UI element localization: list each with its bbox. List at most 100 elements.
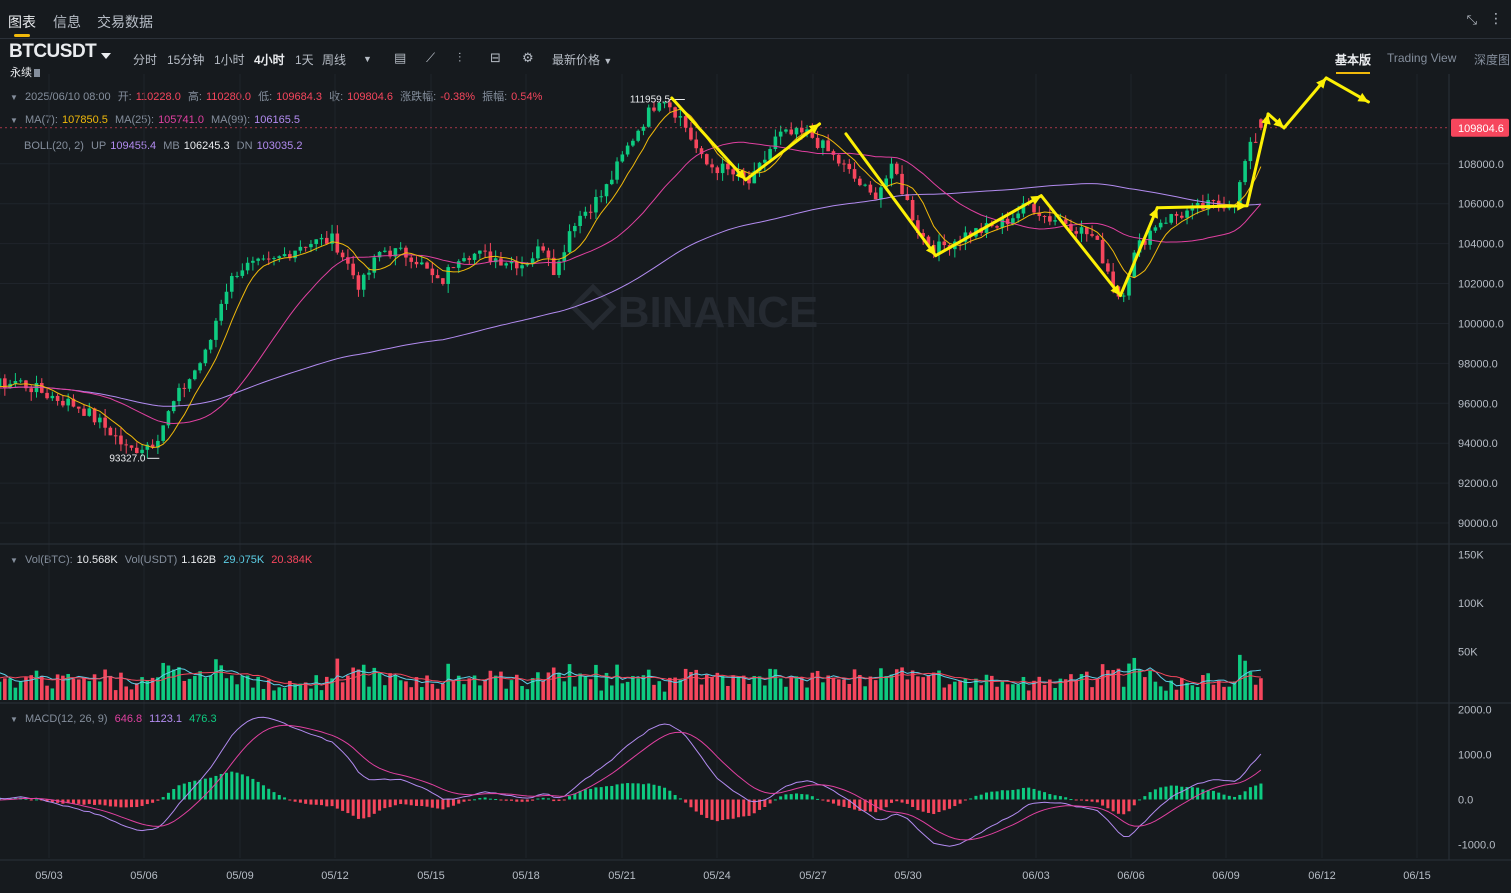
volume-bar — [953, 681, 957, 700]
volume-bar — [398, 680, 403, 700]
timeframe-4h[interactable]: 4小时 — [254, 53, 285, 67]
view-tradingview[interactable]: Trading View — [1387, 51, 1457, 65]
candle-body — [219, 303, 224, 321]
candle-body — [478, 250, 482, 254]
macd-bar — [905, 799, 909, 804]
view-basic[interactable]: 基本版 — [1335, 53, 1372, 67]
date-tick-label: 06/15 — [1403, 870, 1431, 882]
macd-bar — [1111, 799, 1115, 812]
candle-body — [514, 261, 519, 269]
macd-bar — [1238, 794, 1242, 800]
volume-bar — [641, 675, 646, 700]
macd-bar — [1217, 792, 1221, 800]
candle-body — [1005, 218, 1010, 225]
tab-chart[interactable]: 图表 — [8, 14, 36, 30]
candle-body — [1179, 215, 1184, 218]
symbol-title[interactable]: BTCUSDT — [9, 41, 97, 62]
volume-bar — [1179, 678, 1184, 700]
volume-bar — [229, 675, 234, 700]
more-icon[interactable]: ⋮ — [1489, 10, 1503, 26]
candle-body — [720, 163, 725, 174]
volume-bar — [171, 669, 176, 700]
candle-body — [678, 116, 683, 118]
macd-bar — [235, 772, 239, 800]
candle-body — [715, 167, 720, 174]
volume-bar — [499, 671, 503, 700]
candle-body — [193, 370, 197, 380]
volume-bar — [1143, 677, 1147, 700]
macd-bar — [1069, 799, 1073, 801]
macd-bar — [298, 799, 302, 803]
macd-dea-line — [0, 724, 1262, 841]
collapse-icon[interactable]: ▼ — [10, 715, 18, 724]
arrow-head-icon — [1273, 117, 1284, 128]
candle-body — [683, 116, 688, 128]
volume-ma-long-line — [0, 669, 1261, 686]
candle-body — [625, 145, 630, 155]
symbol-dropdown-icon[interactable] — [101, 53, 111, 59]
volume-bar — [578, 673, 582, 700]
candle-style-icon[interactable]: ⫶ — [458, 50, 462, 65]
volume-bar — [34, 670, 39, 700]
macd-bar — [309, 799, 313, 805]
timeframe-1w[interactable]: 周线 — [322, 53, 347, 67]
price-type-select[interactable]: 最新价格 ▼ — [552, 53, 613, 67]
timeframe-more-icon[interactable]: ▼ — [363, 54, 372, 64]
candle-body — [662, 102, 667, 104]
expand-icon[interactable]: ⤡ — [1466, 12, 1477, 27]
volume-bar — [668, 677, 672, 700]
arrow-line — [1155, 204, 1249, 210]
macd-bar — [916, 799, 920, 811]
candle-body — [1148, 230, 1152, 245]
macd-bar — [536, 798, 540, 800]
candle-body — [794, 127, 799, 135]
macd-bar — [1032, 788, 1036, 800]
timeframe-1[interactable]: 分时 — [133, 53, 158, 67]
collapse-icon[interactable]: ▼ — [10, 93, 18, 102]
volume-bar — [187, 678, 192, 700]
timeframe-1d[interactable]: 1天 — [295, 53, 314, 67]
macd-bar — [1085, 799, 1089, 802]
candle-body — [551, 257, 556, 276]
candle-body — [609, 179, 614, 185]
macd-bar — [747, 799, 751, 816]
volume-bar — [161, 662, 165, 700]
macd-bar — [330, 799, 334, 807]
macd-bar — [557, 799, 561, 801]
view-depth[interactable]: 深度图 — [1474, 53, 1511, 67]
volume-bar — [103, 669, 107, 700]
vol-ma-short: 29.075K — [223, 554, 265, 566]
layout-icon[interactable]: ⊟ — [490, 50, 501, 65]
volume-bar — [1174, 689, 1179, 700]
volume-bar — [0, 681, 2, 700]
timeframe-1h[interactable]: 1小时 — [214, 53, 245, 67]
price-tick-label: 108000.0 — [1458, 159, 1504, 171]
macd-bar — [721, 799, 725, 820]
candle-body — [383, 250, 387, 252]
macd-bar — [504, 799, 508, 801]
settings-icon[interactable]: ⚙ — [522, 50, 534, 65]
candle-body — [821, 140, 825, 148]
candle-body — [288, 254, 292, 259]
macd-bar — [969, 798, 973, 800]
volume-bar — [393, 675, 398, 700]
collapse-icon[interactable]: ▼ — [10, 116, 18, 125]
volume-bar — [863, 686, 867, 700]
candle-body — [942, 241, 947, 246]
indicator-icon[interactable]: ⟋ — [426, 50, 436, 65]
macd-bar — [531, 799, 535, 801]
tab-info[interactable]: 信息 — [53, 14, 81, 30]
tab-trading-data[interactable]: 交易数据 — [97, 14, 153, 30]
volume-bar — [625, 681, 630, 700]
collapse-icon[interactable]: ▼ — [10, 556, 18, 565]
volume-bar — [1005, 684, 1010, 700]
volume-bar — [958, 680, 962, 700]
macd-bar — [668, 790, 672, 800]
volume-bar — [76, 679, 81, 700]
candle-body — [414, 261, 419, 265]
calendar-icon[interactable]: ▤ — [394, 50, 407, 65]
volume-bar — [39, 675, 44, 700]
macd-bar — [1196, 787, 1200, 800]
timeframe-15m[interactable]: 15分钟 — [167, 53, 205, 67]
